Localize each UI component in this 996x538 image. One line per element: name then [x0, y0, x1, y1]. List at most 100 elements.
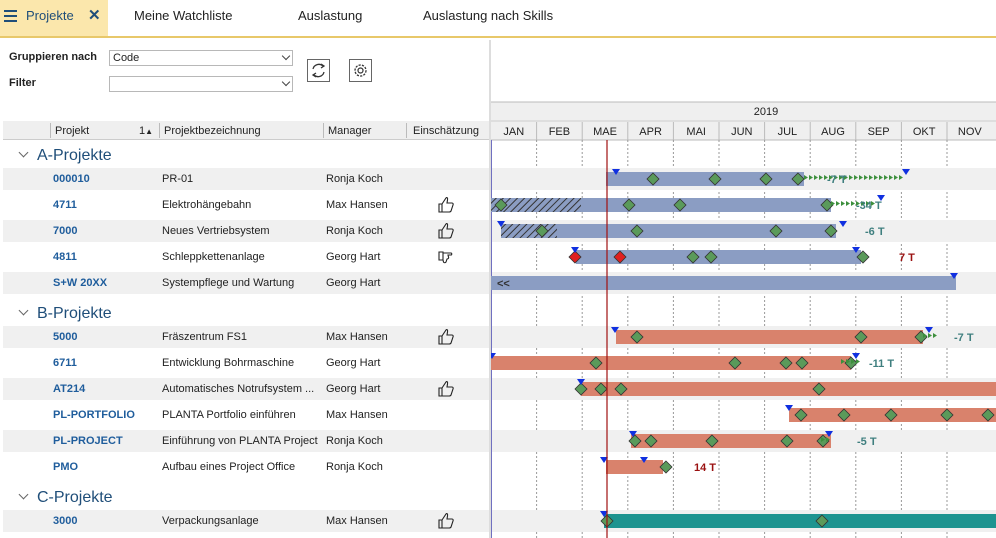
column-separator	[159, 123, 160, 138]
project-description: Neues Vertriebsystem	[162, 225, 270, 237]
table-row[interactable]: 4811 Schleppkettenanlage Georg Hart	[3, 246, 996, 268]
group-title: A-Projekte	[37, 147, 112, 164]
project-description: Schleppkettenanlage	[162, 251, 265, 263]
col-header-projektbezeichnung[interactable]: Projektbezeichnung	[164, 125, 261, 137]
project-code-link[interactable]: S+W 20XX	[53, 277, 108, 289]
slip-arrow	[874, 175, 878, 180]
milestone-diamond	[854, 330, 868, 344]
project-code-link[interactable]: 5000	[53, 331, 78, 343]
settings-button[interactable]	[349, 59, 372, 82]
month-label: OKT	[913, 126, 936, 138]
project-code-link[interactable]: 4811	[53, 251, 77, 263]
tab-auslastung-nach-skills[interactable]: Auslastung nach Skills	[423, 0, 553, 36]
group-header[interactable]: A-Projekte	[18, 145, 112, 167]
milestone-diamond	[791, 172, 805, 186]
milestone-diamond	[673, 198, 687, 212]
slip-arrow	[851, 201, 855, 206]
pane-divider[interactable]	[489, 40, 491, 538]
project-description: Entwicklung Bohrmaschine	[162, 357, 295, 369]
deadline-marker	[877, 195, 885, 201]
slip-arrow	[923, 333, 927, 338]
group-header[interactable]: C-Projekte	[18, 487, 113, 509]
milestone-diamond	[704, 250, 718, 264]
chevron-down-icon[interactable]	[18, 489, 29, 500]
deadline-marker	[600, 511, 608, 517]
filter-select[interactable]	[109, 76, 293, 92]
close-icon[interactable]: ✕	[88, 7, 101, 24]
gantt-bar	[501, 224, 836, 238]
deadline-marker	[950, 273, 958, 279]
project-description: Automatisches Notrufsystem ...	[162, 383, 315, 395]
deadline-marker	[785, 405, 793, 411]
project-manager: Georg Hart	[326, 357, 381, 369]
group-by-select[interactable]: Code	[109, 50, 293, 66]
project-code-link[interactable]: PL-PROJECT	[53, 435, 123, 447]
group-header[interactable]: B-Projekte	[18, 303, 112, 325]
project-code-link[interactable]: PMO	[53, 461, 79, 473]
slip-arrow	[884, 175, 888, 180]
deadline-marker	[925, 327, 933, 333]
slip-arrow	[846, 359, 850, 364]
gantt-bar	[581, 382, 996, 396]
tab-meine-watchliste[interactable]: Meine Watchliste	[134, 0, 233, 36]
slip-arrow	[879, 175, 883, 180]
table-row[interactable]: 4711 Elektrohängebahn Max Hansen	[3, 194, 996, 216]
project-description: PR-01	[162, 173, 194, 185]
variance-label: <<	[497, 278, 510, 290]
slip-arrow	[814, 175, 818, 180]
chevron-down-icon	[281, 51, 291, 61]
project-code-link[interactable]: 3000	[53, 515, 78, 527]
tab-bar: Projekte ✕ Meine Watchliste Auslastung A…	[0, 0, 996, 38]
gantt-bar	[631, 434, 831, 448]
project-code-link[interactable]: AT214	[53, 383, 86, 395]
chevron-down-icon	[281, 77, 291, 87]
refresh-icon	[311, 63, 326, 78]
thumbs-up-icon	[437, 512, 455, 530]
refresh-button[interactable]	[307, 59, 330, 82]
slip-arrow	[856, 359, 860, 364]
project-manager: Ronja Koch	[326, 173, 383, 185]
project-description: Aufbau eines Project Office	[162, 461, 296, 473]
project-code-link[interactable]: PL-PORTFOLIO	[53, 409, 135, 421]
col-header-manager[interactable]: Manager	[328, 125, 372, 137]
sort-indicator[interactable]: 1▲	[139, 122, 153, 140]
slip-arrow	[841, 201, 845, 206]
milestone-diamond	[535, 224, 549, 238]
slip-arrow	[846, 201, 850, 206]
tab-projekte[interactable]: Projekte ✕	[0, 0, 108, 36]
project-description: Einführung von PLANTA Project	[162, 435, 318, 447]
tab-auslastung[interactable]: Auslastung	[298, 0, 362, 36]
table-row[interactable]: PL-PORTFOLIO PLANTA Portfolio einführen Ma…	[3, 404, 996, 426]
chevron-down-icon[interactable]	[18, 147, 29, 158]
milestone-diamond	[705, 434, 719, 448]
variance-label: -5 T	[857, 436, 877, 448]
slip-arrow	[829, 175, 833, 180]
milestone-diamond	[589, 356, 603, 370]
thumbs-up-icon	[437, 380, 455, 398]
deadline-marker	[825, 431, 833, 437]
project-code-link[interactable]: 4711	[53, 199, 77, 211]
slip-arrow	[861, 201, 865, 206]
thumbs-up-icon	[437, 196, 455, 214]
deadline-marker	[612, 169, 620, 175]
table-row[interactable]: PMO Aufbau eines Project Office Ronja Koch	[3, 456, 996, 478]
deadline-marker	[852, 353, 860, 359]
chevron-down-icon[interactable]	[18, 305, 29, 316]
project-code-link[interactable]: 6711	[53, 357, 77, 369]
project-description: Verpackungsanlage	[162, 515, 259, 527]
project-manager: Georg Hart	[326, 277, 381, 289]
slip-arrow	[889, 175, 893, 180]
menu-icon[interactable]	[4, 10, 17, 22]
month-label: MAI	[686, 126, 706, 138]
deadline-marker	[611, 327, 619, 333]
project-code-link[interactable]: 7000	[53, 225, 78, 237]
sort-asc-icon: ▲	[145, 127, 154, 136]
col-header-projekt[interactable]: Projekt	[55, 125, 90, 137]
slip-arrow	[824, 175, 828, 180]
col-header-einschaetzung[interactable]: Einschätzung	[413, 125, 480, 137]
milestone-diamond	[728, 356, 742, 370]
project-code-link[interactable]: 000010	[53, 173, 90, 185]
slip-arrow	[826, 437, 830, 442]
table-row[interactable]: 6711 Entwicklung Bohrmaschine Georg Hart	[3, 352, 996, 374]
slip-arrow	[866, 201, 870, 206]
